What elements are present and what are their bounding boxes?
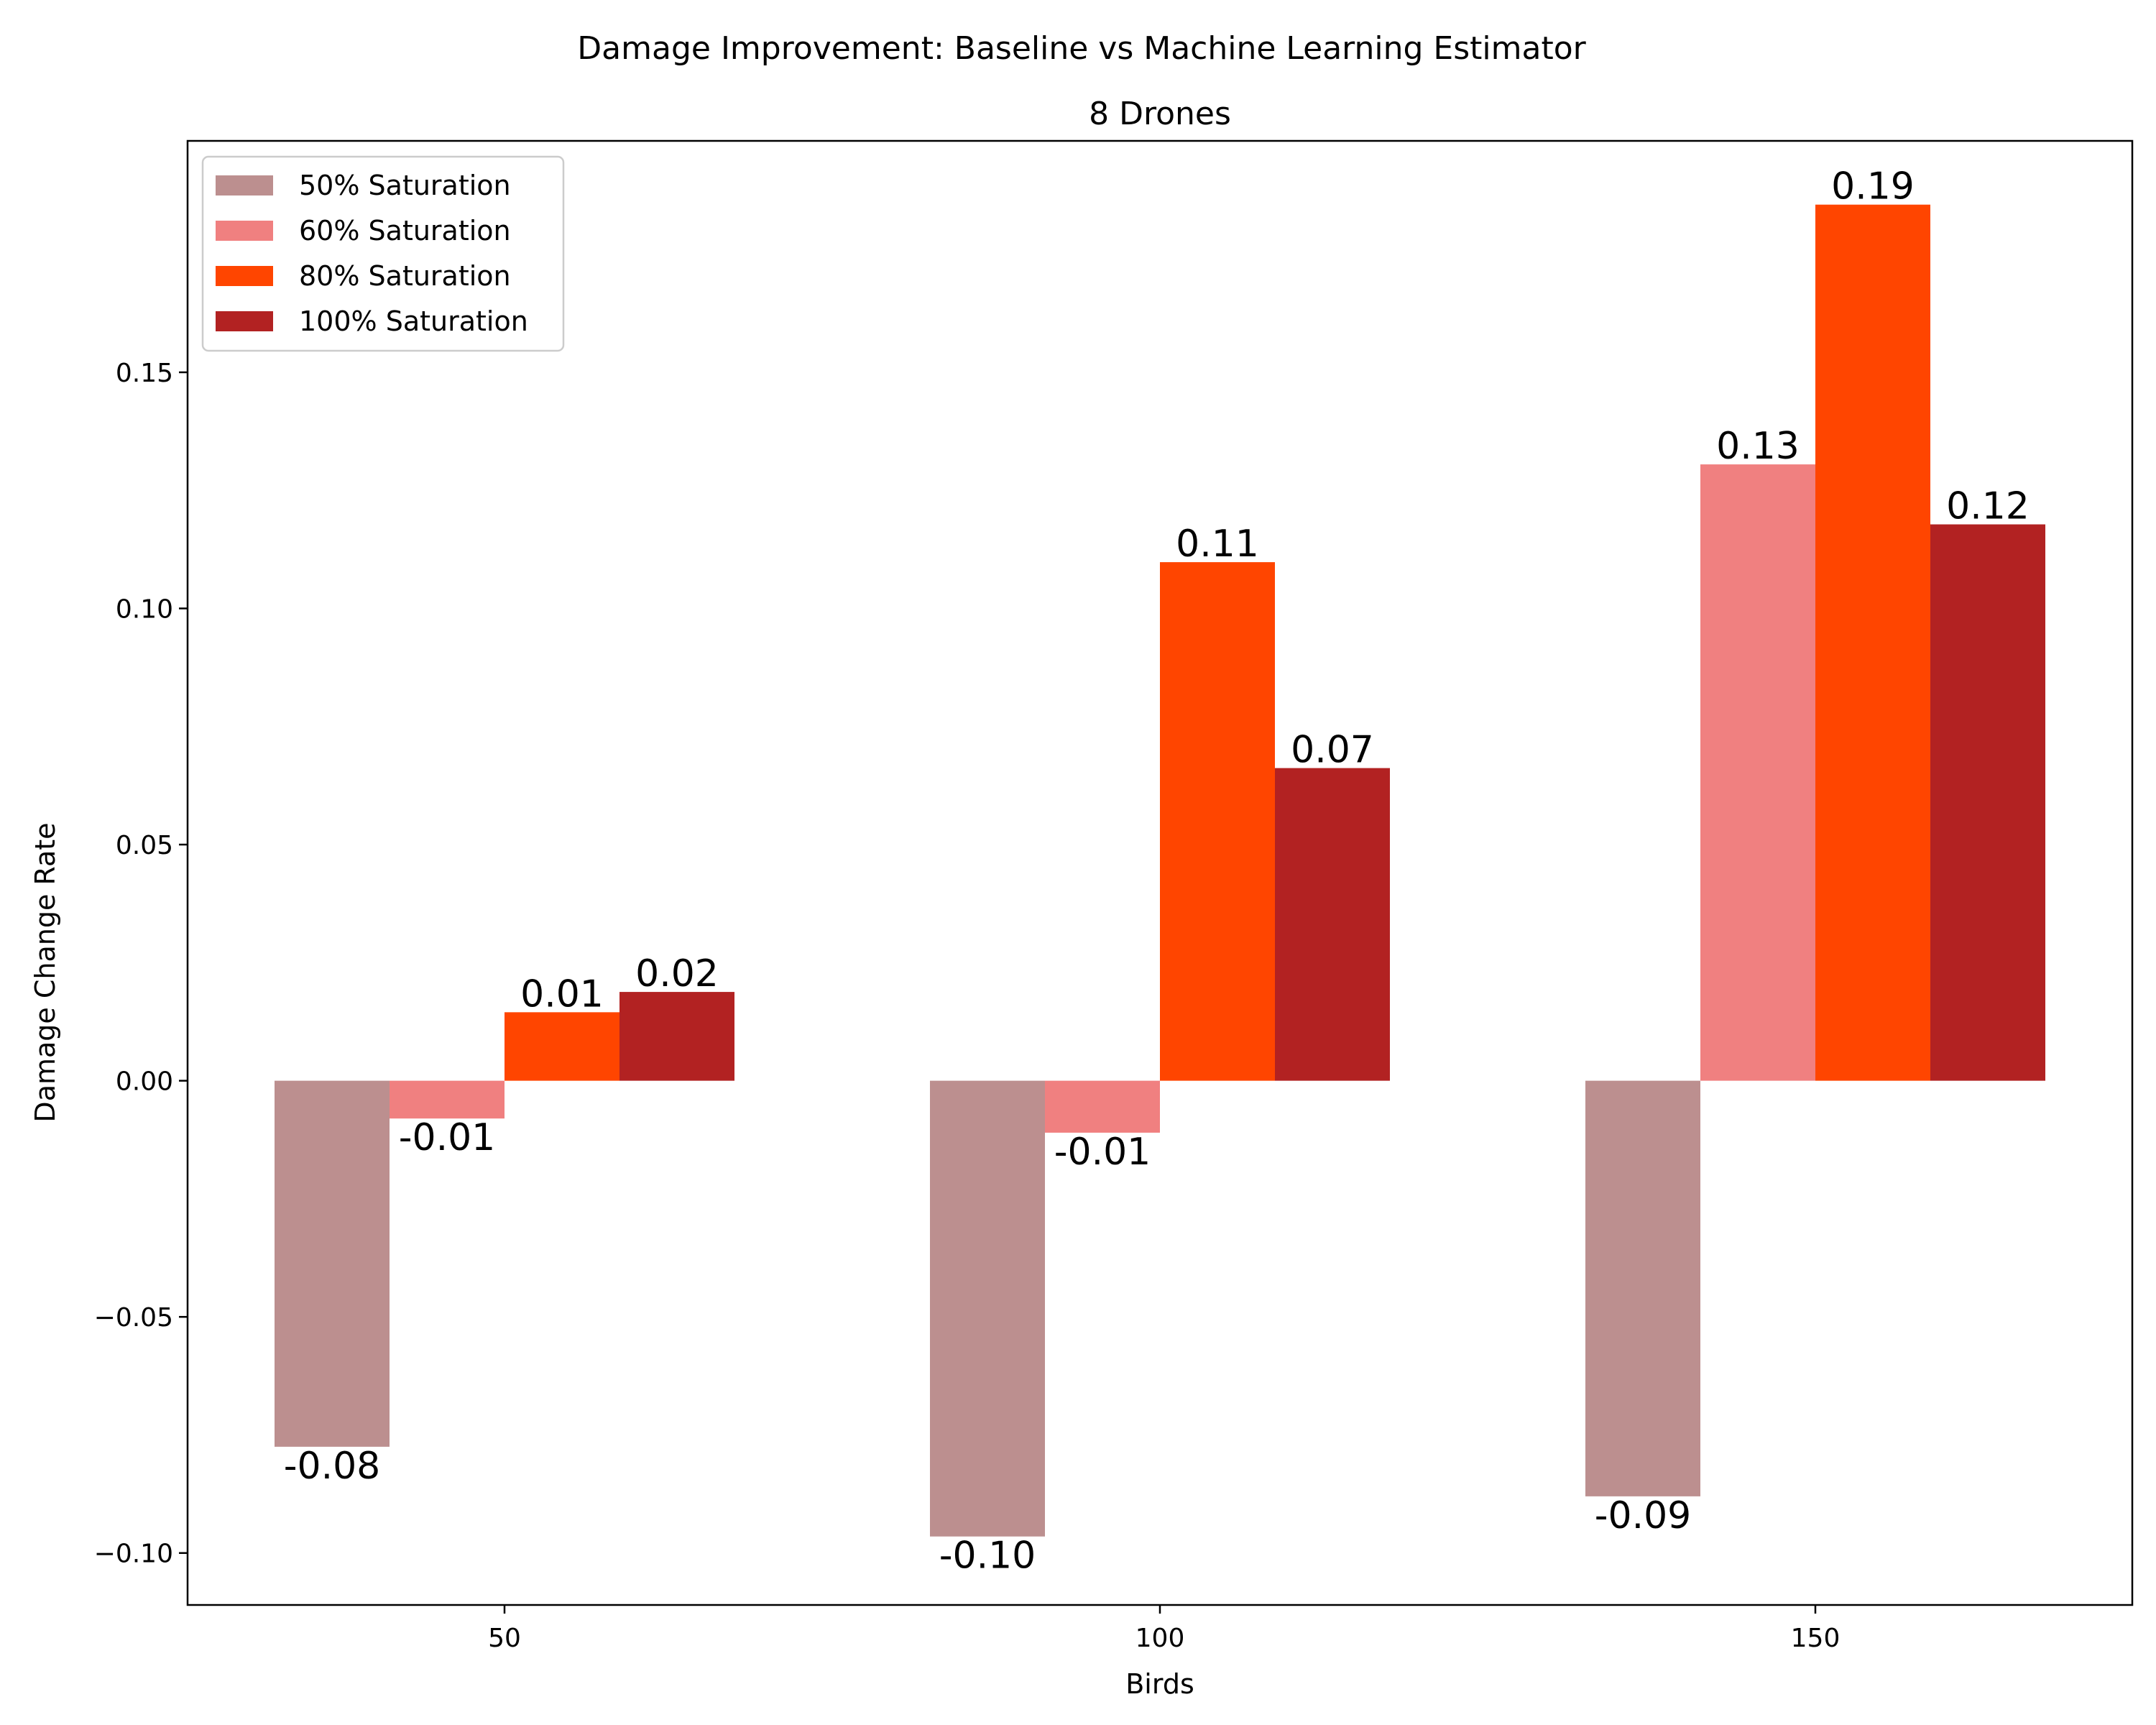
bar-100-saturation-100 xyxy=(1275,768,1390,1081)
bar-100-saturation-50 xyxy=(619,992,734,1081)
y-tick-label: 0.05 xyxy=(116,831,173,860)
y-tick-label: 0.10 xyxy=(116,595,173,625)
bar-50-saturation-150 xyxy=(1585,1080,1700,1496)
bar-value-label: 0.11 xyxy=(1176,523,1259,566)
bar-60-saturation-150 xyxy=(1700,464,1815,1081)
bar-value-label: -0.10 xyxy=(939,1535,1036,1578)
chart-title: 8 Drones xyxy=(1089,96,1231,132)
x-axis-label: Birds xyxy=(1125,1668,1194,1700)
bar-80-saturation-100 xyxy=(1160,562,1275,1081)
bar-value-label: 0.12 xyxy=(1946,485,2030,528)
bar-value-label: 0.02 xyxy=(635,952,719,995)
bar-50-saturation-50 xyxy=(275,1080,390,1447)
legend-swatch xyxy=(216,175,273,196)
bar-100-saturation-150 xyxy=(1930,524,2045,1081)
y-axis-label: Damage Change Rate xyxy=(29,822,61,1122)
legend: 50% Saturation 60% Saturation 80% Saturati… xyxy=(201,155,565,352)
bar-value-label: 0.01 xyxy=(520,972,604,1016)
legend-swatch xyxy=(216,266,273,286)
legend-entry-label: 50% Saturation xyxy=(299,170,511,201)
bar-value-label: -0.01 xyxy=(399,1116,496,1159)
bar-value-label: 0.19 xyxy=(1831,165,1915,208)
y-tick-label: 0.15 xyxy=(116,359,173,388)
x-axis: 50 100 150 xyxy=(488,1605,1840,1653)
y-tick-label: −0.10 xyxy=(94,1540,173,1569)
y-axis: −0.10 −0.05 0.00 0.05 0.10 0.15 xyxy=(94,359,188,1569)
legend-entry-label: 80% Saturation xyxy=(299,260,511,292)
bar-60-saturation-50 xyxy=(390,1080,505,1119)
bar-value-label: -0.09 xyxy=(1595,1494,1692,1537)
x-tick-label: 150 xyxy=(1791,1624,1841,1653)
bar-value-label: 0.07 xyxy=(1291,729,1374,772)
bar-80-saturation-150 xyxy=(1815,204,1930,1081)
value-labels-layer: -0.08 -0.10 -0.09 -0.01 -0.01 0.13 0.01 0.11 0.1… xyxy=(284,165,2030,1578)
x-tick-label: 100 xyxy=(1135,1624,1185,1653)
y-tick-label: −0.05 xyxy=(94,1303,173,1333)
plot-frame xyxy=(186,139,2134,1606)
bars-layer xyxy=(275,204,2045,1537)
bar-50-saturation-100 xyxy=(930,1080,1045,1537)
bar-60-saturation-100 xyxy=(1045,1080,1160,1133)
legend-box xyxy=(201,155,565,352)
y-tick-label: 0.00 xyxy=(116,1067,173,1097)
x-tick-label: 50 xyxy=(488,1624,521,1653)
chart-suptitle: Damage Improvement: Baseline vs Machine … xyxy=(577,30,1586,67)
bar-80-saturation-50 xyxy=(505,1012,619,1081)
legend-entry-label: 60% Saturation xyxy=(299,215,511,247)
bar-value-label: -0.01 xyxy=(1054,1131,1151,1174)
legend-swatch xyxy=(216,221,273,241)
legend-entry-label: 100% Saturation xyxy=(299,305,528,337)
bar-value-label: 0.13 xyxy=(1716,425,1800,468)
legend-swatch xyxy=(216,311,273,331)
bar-value-label: -0.08 xyxy=(284,1445,381,1488)
